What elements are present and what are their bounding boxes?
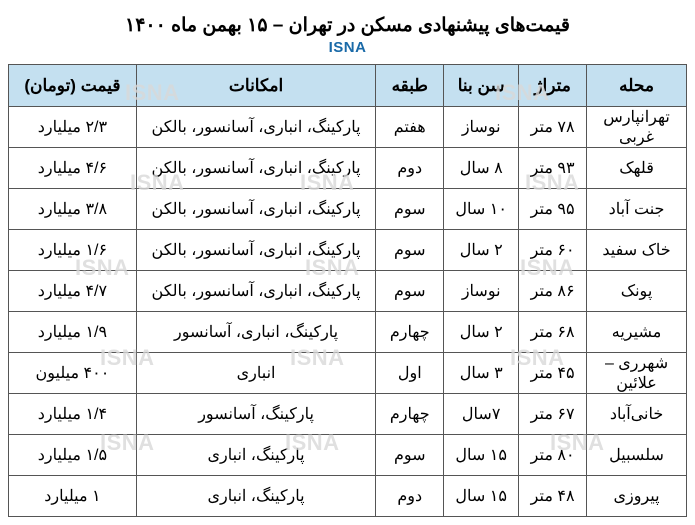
housing-price-table-container: قیمت‌های پیشنهادی مسکن در تهران – ۱۵ بهم… bbox=[0, 0, 695, 525]
table-row: تهرانپارس غربی۷۸ مترنوسازهفتمپارکینگ، ان… bbox=[9, 107, 687, 148]
cell-floor: چهارم bbox=[376, 312, 444, 353]
cell-price: ۳/۸ میلیارد bbox=[9, 189, 137, 230]
col-header-age: سن بنا bbox=[444, 65, 519, 107]
cell-price: ۱/۶ میلیارد bbox=[9, 230, 137, 271]
cell-age: ۸ سال bbox=[444, 148, 519, 189]
cell-floor: چهارم bbox=[376, 394, 444, 435]
cell-area: ۴۵ متر bbox=[519, 353, 587, 394]
table-row: جنت آباد۹۵ متر۱۰ سالسومپارکینگ، انباری، … bbox=[9, 189, 687, 230]
table-row: قلهک۹۳ متر۸ سالدومپارکینگ، انباری، آسانس… bbox=[9, 148, 687, 189]
table-row: پونک۸۶ مترنوسازسومپارکینگ، انباری، آسانس… bbox=[9, 271, 687, 312]
cell-features: پارکینگ، انباری، آسانسور، بالکن bbox=[136, 271, 375, 312]
table-row: سلسبیل۸۰ متر۱۵ سالسومپارکینگ، انباری۱/۵ … bbox=[9, 435, 687, 476]
cell-age: ۱۰ سال bbox=[444, 189, 519, 230]
cell-price: ۱/۹ میلیارد bbox=[9, 312, 137, 353]
cell-neighborhood: مشیریه bbox=[587, 312, 687, 353]
cell-floor: سوم bbox=[376, 189, 444, 230]
cell-features: پارکینگ، انباری، آسانسور bbox=[136, 312, 375, 353]
cell-features: پارکینگ، انباری، آسانسور، بالکن bbox=[136, 148, 375, 189]
cell-neighborhood: تهرانپارس غربی bbox=[587, 107, 687, 148]
cell-floor: اول bbox=[376, 353, 444, 394]
cell-area: ۶۸ متر bbox=[519, 312, 587, 353]
table-body: تهرانپارس غربی۷۸ مترنوسازهفتمپارکینگ، ان… bbox=[9, 107, 687, 517]
cell-area: ۷۸ متر bbox=[519, 107, 587, 148]
col-header-floor: طبقه bbox=[376, 65, 444, 107]
cell-price: ۱/۴ میلیارد bbox=[9, 394, 137, 435]
cell-area: ۹۵ متر bbox=[519, 189, 587, 230]
cell-floor: دوم bbox=[376, 148, 444, 189]
cell-features: پارکینگ، آسانسور bbox=[136, 394, 375, 435]
cell-age: ۱۵ سال bbox=[444, 476, 519, 517]
cell-age: ۲ سال bbox=[444, 230, 519, 271]
cell-age: نوساز bbox=[444, 271, 519, 312]
price-table: محله متراژ سن بنا طبقه امکانات قیمت (توم… bbox=[8, 64, 687, 517]
table-row: مشیریه۶۸ متر۲ سالچهارمپارکینگ، انباری، آ… bbox=[9, 312, 687, 353]
cell-price: ۴/۷ میلیارد bbox=[9, 271, 137, 312]
cell-age: ۷سال bbox=[444, 394, 519, 435]
cell-floor: سوم bbox=[376, 435, 444, 476]
cell-features: پارکینگ، انباری، آسانسور، بالکن bbox=[136, 107, 375, 148]
cell-price: ۴/۶ میلیارد bbox=[9, 148, 137, 189]
cell-area: ۶۷ متر bbox=[519, 394, 587, 435]
cell-features: پارکینگ، انباری، آسانسور، بالکن bbox=[136, 230, 375, 271]
table-row: خاک سفید۶۰ متر۲ سالسومپارکینگ، انباری، آ… bbox=[9, 230, 687, 271]
table-row: پیروزی۴۸ متر۱۵ سالدومپارکینگ، انباری۱ می… bbox=[9, 476, 687, 517]
cell-neighborhood: شهرری – علائین bbox=[587, 353, 687, 394]
page-title: قیمت‌های پیشنهادی مسکن در تهران – ۱۵ بهم… bbox=[8, 14, 687, 37]
cell-price: ۱ میلیارد bbox=[9, 476, 137, 517]
cell-neighborhood: قلهک bbox=[587, 148, 687, 189]
cell-floor: سوم bbox=[376, 230, 444, 271]
table-row: خانی‌آباد۶۷ متر۷سالچهارمپارکینگ، آسانسور… bbox=[9, 394, 687, 435]
cell-floor: هفتم bbox=[376, 107, 444, 148]
cell-neighborhood: جنت آباد bbox=[587, 189, 687, 230]
cell-features: پارکینگ، انباری bbox=[136, 435, 375, 476]
cell-features: انباری bbox=[136, 353, 375, 394]
cell-floor: سوم bbox=[376, 271, 444, 312]
cell-age: ۲ سال bbox=[444, 312, 519, 353]
table-header-row: محله متراژ سن بنا طبقه امکانات قیمت (توم… bbox=[9, 65, 687, 107]
cell-neighborhood: خانی‌آباد bbox=[587, 394, 687, 435]
cell-features: پارکینگ، انباری bbox=[136, 476, 375, 517]
col-header-price: قیمت (تومان) bbox=[9, 65, 137, 107]
cell-neighborhood: سلسبیل bbox=[587, 435, 687, 476]
cell-age: نوساز bbox=[444, 107, 519, 148]
cell-neighborhood: پیروزی bbox=[587, 476, 687, 517]
cell-age: ۳ سال bbox=[444, 353, 519, 394]
cell-area: ۹۳ متر bbox=[519, 148, 587, 189]
cell-area: ۴۸ متر bbox=[519, 476, 587, 517]
cell-area: ۸۰ متر bbox=[519, 435, 587, 476]
cell-area: ۸۶ متر bbox=[519, 271, 587, 312]
col-header-features: امکانات bbox=[136, 65, 375, 107]
cell-price: ۴۰۰ میلیون bbox=[9, 353, 137, 394]
cell-neighborhood: پونک bbox=[587, 271, 687, 312]
cell-price: ۱/۵ میلیارد bbox=[9, 435, 137, 476]
col-header-neighborhood: محله bbox=[587, 65, 687, 107]
cell-area: ۶۰ متر bbox=[519, 230, 587, 271]
cell-features: پارکینگ، انباری، آسانسور، بالکن bbox=[136, 189, 375, 230]
cell-neighborhood: خاک سفید bbox=[587, 230, 687, 271]
table-row: شهرری – علائین۴۵ متر۳ سالاولانباری۴۰۰ می… bbox=[9, 353, 687, 394]
cell-price: ۲/۳ میلیارد bbox=[9, 107, 137, 148]
cell-age: ۱۵ سال bbox=[444, 435, 519, 476]
col-header-area: متراژ bbox=[519, 65, 587, 107]
cell-floor: دوم bbox=[376, 476, 444, 517]
source-label: ISNA bbox=[8, 39, 687, 56]
